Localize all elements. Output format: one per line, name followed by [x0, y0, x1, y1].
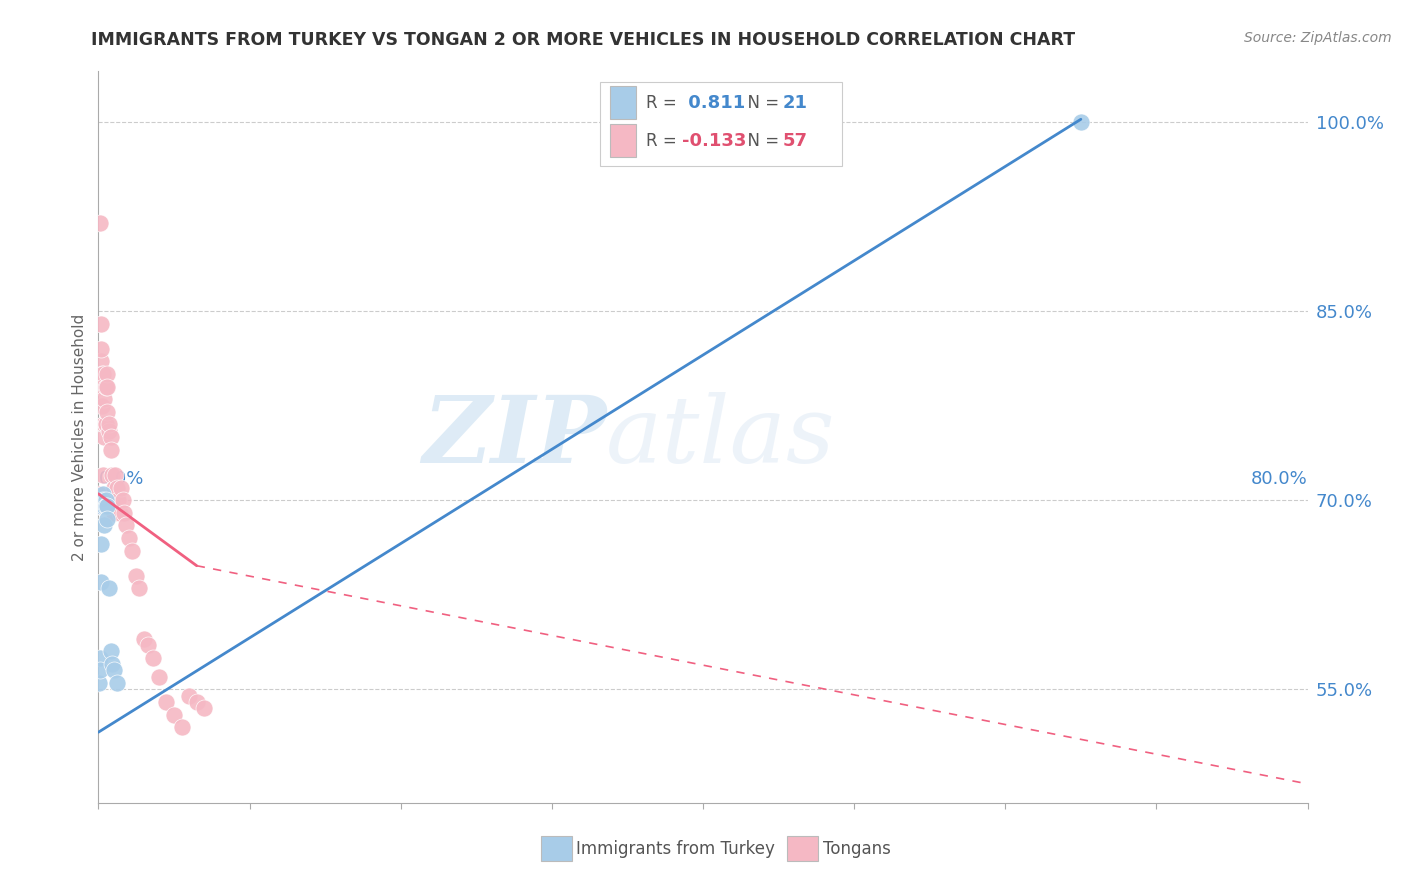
Point	[98, 582, 121, 596]
FancyBboxPatch shape	[610, 87, 637, 120]
Point	[103, 481, 125, 495]
Point	[94, 493, 117, 508]
Point	[94, 417, 117, 432]
Point	[90, 379, 112, 393]
Point	[179, 689, 201, 703]
Text: 0.0%: 0.0%	[98, 470, 143, 488]
Point	[96, 405, 118, 419]
Point	[100, 644, 122, 658]
Point	[89, 650, 111, 665]
Text: 21: 21	[783, 94, 808, 112]
Point	[89, 493, 111, 508]
Point	[87, 500, 110, 514]
Point	[93, 430, 115, 444]
Text: Immigrants from Turkey: Immigrants from Turkey	[576, 840, 775, 858]
Point	[96, 500, 118, 514]
Point	[110, 481, 132, 495]
Point	[136, 638, 159, 652]
Point	[90, 354, 112, 368]
Point	[101, 467, 124, 482]
Point	[93, 417, 115, 432]
Point	[155, 695, 177, 709]
Point	[96, 379, 118, 393]
Point	[94, 500, 117, 514]
Point	[90, 317, 112, 331]
Point	[89, 493, 111, 508]
Point	[118, 531, 141, 545]
Text: 0.811: 0.811	[682, 94, 745, 112]
Point	[132, 632, 155, 646]
Point	[125, 569, 148, 583]
Point	[93, 417, 115, 432]
Text: Source: ZipAtlas.com: Source: ZipAtlas.com	[1244, 31, 1392, 45]
Point	[91, 367, 114, 381]
Point	[90, 537, 112, 551]
Point	[89, 500, 111, 514]
Point	[91, 493, 114, 508]
Text: N =: N =	[737, 132, 785, 150]
Point	[89, 500, 111, 514]
Point	[91, 399, 114, 413]
Point	[87, 493, 110, 508]
Point	[100, 442, 122, 457]
Point	[89, 676, 111, 690]
Point	[94, 379, 117, 393]
Text: IMMIGRANTS FROM TURKEY VS TONGAN 2 OR MORE VEHICLES IN HOUSEHOLD CORRELATION CHA: IMMIGRANTS FROM TURKEY VS TONGAN 2 OR MO…	[91, 31, 1076, 49]
Point	[96, 512, 118, 526]
Y-axis label: 2 or more Vehicles in Household: 2 or more Vehicles in Household	[72, 313, 87, 561]
Point	[91, 493, 114, 508]
Text: R =: R =	[647, 132, 682, 150]
Text: R =: R =	[647, 94, 682, 112]
Point	[103, 664, 125, 678]
Point	[148, 670, 170, 684]
Point	[186, 695, 208, 709]
Point	[108, 506, 131, 520]
Text: ZIP: ZIP	[422, 392, 606, 482]
Text: 80.0%: 80.0%	[1251, 470, 1308, 488]
Point	[112, 506, 135, 520]
Text: 57: 57	[783, 132, 808, 150]
Point	[91, 467, 114, 482]
Point	[105, 676, 128, 690]
Point	[163, 707, 186, 722]
Point	[107, 493, 129, 508]
Point	[121, 543, 143, 558]
Point	[103, 506, 125, 520]
FancyBboxPatch shape	[610, 124, 637, 157]
Point	[114, 518, 136, 533]
Point	[91, 487, 114, 501]
Point	[91, 379, 114, 393]
Point	[98, 417, 121, 432]
Point	[90, 367, 112, 381]
FancyBboxPatch shape	[600, 82, 842, 167]
Point	[93, 392, 115, 407]
Point	[128, 582, 150, 596]
Point	[90, 342, 112, 356]
Point	[89, 216, 111, 230]
Point	[104, 467, 127, 482]
Point	[101, 657, 124, 671]
Text: atlas: atlas	[606, 392, 835, 482]
Point	[193, 701, 215, 715]
Point	[170, 720, 193, 734]
Point	[94, 417, 117, 432]
Point	[89, 493, 111, 508]
Point	[96, 367, 118, 381]
Point	[90, 575, 112, 590]
Text: -0.133: -0.133	[682, 132, 747, 150]
Point	[100, 430, 122, 444]
Point	[90, 500, 112, 514]
Text: Tongans: Tongans	[823, 840, 890, 858]
Point	[111, 493, 134, 508]
Point	[93, 518, 115, 533]
Point	[142, 650, 165, 665]
Point	[87, 487, 110, 501]
Point	[105, 481, 128, 495]
Point	[89, 664, 111, 678]
Point	[98, 424, 121, 438]
Point	[1070, 115, 1092, 129]
Point	[93, 500, 115, 514]
Text: N =: N =	[737, 94, 785, 112]
